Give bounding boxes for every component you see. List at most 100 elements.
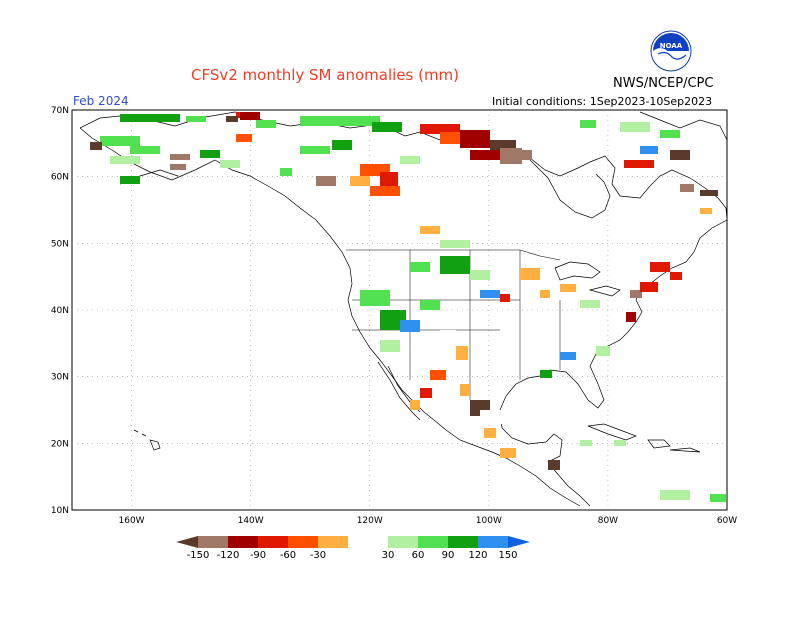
- lon-label: 80W: [598, 516, 618, 526]
- colorbar-segment: [228, 536, 258, 548]
- anomaly-cell: [620, 122, 650, 132]
- anomaly-cell: [560, 352, 576, 360]
- anomaly-cell: [380, 310, 406, 330]
- colorbar-segment: [318, 536, 348, 548]
- anomaly-cell: [540, 370, 552, 378]
- map-title: CFSv2 monthly SM anomalies (mm): [190, 66, 460, 84]
- colorbar-segment: [418, 536, 448, 548]
- anomaly-cell: [660, 130, 680, 138]
- colorbar-segment: [198, 536, 228, 548]
- anomaly-cell: [580, 120, 596, 128]
- colorbar-label: -150: [187, 550, 210, 561]
- anomaly-cell: [110, 156, 140, 164]
- anomaly-cell: [624, 160, 654, 168]
- colorbar-label: -60: [280, 550, 296, 561]
- lat-label: 30N: [51, 373, 69, 383]
- anomaly-cell: [420, 388, 432, 398]
- anomaly-cell: [430, 370, 446, 380]
- anomaly-cell: [660, 490, 690, 500]
- valid-month: Feb 2024: [73, 94, 129, 108]
- anomaly-cell: [400, 156, 420, 164]
- anomaly-cell: [520, 150, 532, 160]
- lon-label: 120W: [357, 516, 383, 526]
- anomaly-cell: [440, 132, 460, 144]
- anomaly-cell: [120, 114, 180, 122]
- anomaly-cell: [240, 112, 260, 120]
- anomaly-cell: [332, 140, 352, 150]
- lon-label: 160W: [119, 516, 145, 526]
- colorbar-segment: [508, 536, 530, 548]
- anomaly-cell: [420, 124, 460, 134]
- anomaly-cell: [360, 290, 390, 306]
- anomaly-cell: [170, 164, 186, 170]
- anomaly-cell: [596, 346, 610, 356]
- anomaly-cell: [420, 300, 440, 310]
- anomaly-cell: [370, 186, 400, 196]
- anomaly-cell: [580, 440, 592, 446]
- anomaly-cell: [520, 268, 540, 280]
- anomaly-cell: [200, 150, 220, 158]
- anomaly-cell: [460, 384, 470, 396]
- anomaly-cell: [90, 142, 102, 150]
- lat-label: 50N: [51, 239, 69, 249]
- colorbar-segment: [176, 536, 198, 548]
- anomaly-cell: [540, 290, 550, 298]
- anomaly-cells: [90, 112, 726, 502]
- anomaly-cell: [480, 290, 500, 298]
- colorbar-label: 150: [498, 550, 517, 561]
- anomaly-cell: [700, 208, 712, 214]
- svg-text:NOAA: NOAA: [660, 42, 683, 50]
- anomaly-cell: [400, 320, 420, 332]
- colorbar-label: 90: [442, 550, 455, 561]
- initial-conditions: Initial conditions: 1Sep2023-10Sep2023: [492, 95, 713, 108]
- anomaly-cell: [300, 146, 330, 154]
- anomaly-cell: [500, 148, 522, 164]
- lon-label: 140W: [238, 516, 264, 526]
- lon-label: 60W: [717, 516, 737, 526]
- colorbar-segment: [348, 536, 388, 548]
- colorbar-segment: [478, 536, 508, 548]
- anomaly-cell: [626, 312, 636, 322]
- colorbar-segment: [288, 536, 318, 548]
- anomaly-cell: [500, 448, 516, 458]
- anomaly-cell: [316, 176, 336, 186]
- anomaly-cell: [280, 168, 292, 176]
- anomaly-cell: [350, 176, 370, 186]
- anomaly-cell: [680, 184, 694, 192]
- colorbar-segment: [448, 536, 478, 548]
- colorbar-segment: [388, 536, 418, 548]
- anomaly-cell: [484, 428, 496, 438]
- anomaly-cell: [410, 400, 420, 410]
- anomaly-cell: [614, 440, 626, 446]
- noaa-logo-icon: NOAA: [650, 30, 692, 72]
- colorbar-label: 30: [382, 550, 395, 561]
- anomaly-cell: [640, 146, 658, 154]
- anomaly-cell: [460, 130, 490, 148]
- anomaly-cell: [470, 150, 500, 160]
- anomaly-cell: [580, 300, 600, 308]
- anomaly-cell: [410, 262, 430, 272]
- agency-label: NWS/NCEP/CPC: [613, 76, 714, 91]
- anomaly-cell: [440, 256, 470, 274]
- anomaly-cell: [300, 116, 380, 126]
- anomaly-cell: [640, 282, 658, 292]
- anomaly-cell: [500, 294, 510, 302]
- anomaly-cell: [170, 154, 190, 160]
- colorbar-label: 60: [412, 550, 425, 561]
- anomaly-cell: [440, 330, 456, 340]
- lat-label: 40N: [51, 306, 69, 316]
- lon-label: 100W: [476, 516, 502, 526]
- colorbar-label: 120: [468, 550, 487, 561]
- colorbar-label: -30: [310, 550, 326, 561]
- anomaly-cell: [440, 240, 470, 248]
- anomaly-cell: [380, 340, 400, 352]
- graticule: [72, 110, 727, 510]
- anomaly-cell: [372, 122, 402, 132]
- anomaly-cell: [670, 272, 682, 280]
- anomaly-cell: [220, 160, 240, 168]
- lat-label: 20N: [51, 439, 69, 449]
- anomaly-cell: [130, 146, 160, 154]
- anomaly-cell: [100, 136, 140, 146]
